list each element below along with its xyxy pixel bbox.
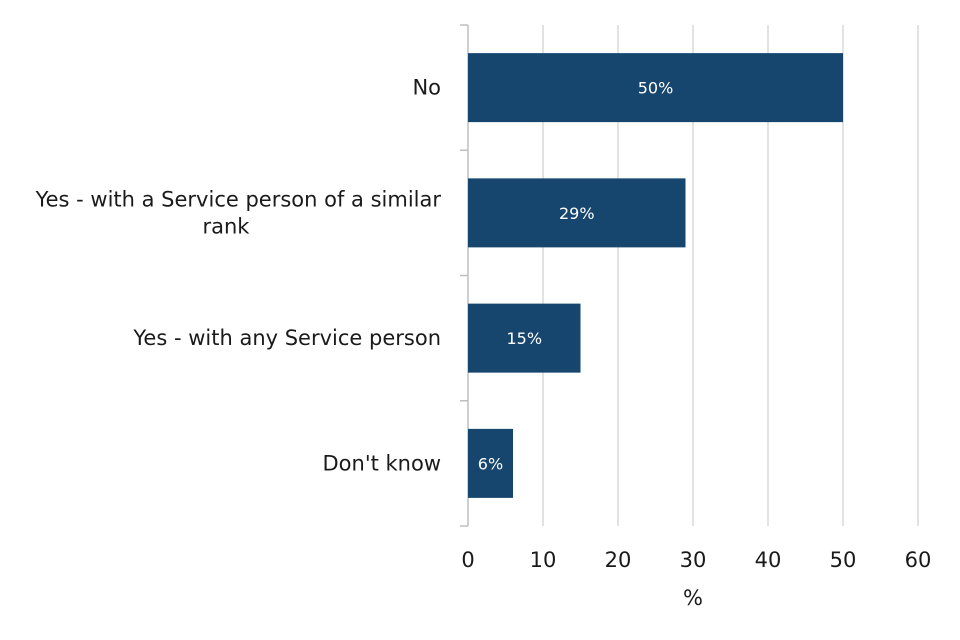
data-label-0: 50% bbox=[638, 79, 674, 98]
x-tick-label-10: 10 bbox=[530, 548, 557, 572]
category-axis bbox=[460, 24, 469, 527]
bar-2 bbox=[468, 303, 581, 373]
x-tick-label-0: 0 bbox=[461, 548, 474, 572]
bar-3 bbox=[468, 428, 513, 498]
x-tick-labels: 0 10 20 30 40 50 60 bbox=[461, 548, 931, 572]
category-label-2: Yes - with any Service person bbox=[132, 326, 441, 350]
x-tick-label-40: 40 bbox=[755, 548, 782, 572]
bars: 50% 29% 15% 6% bbox=[468, 53, 843, 498]
bar-1 bbox=[468, 178, 686, 248]
data-label-1: 29% bbox=[559, 204, 595, 223]
x-tick-label-60: 60 bbox=[905, 548, 932, 572]
x-tick-label-20: 20 bbox=[605, 548, 632, 572]
category-label-line: rank bbox=[203, 214, 251, 238]
category-label-line: Yes - with a Service person of a similar bbox=[35, 187, 442, 211]
category-label-line: Yes - with any Service person bbox=[132, 326, 441, 350]
x-tick-label-50: 50 bbox=[830, 548, 857, 572]
category-label-3: Don't know bbox=[322, 451, 441, 475]
category-labels: No Yes - with a Service person of a simil… bbox=[35, 76, 442, 476]
bar-0 bbox=[468, 53, 843, 123]
category-label-0: No bbox=[412, 76, 441, 100]
category-label-line: No bbox=[412, 76, 441, 100]
data-label-3: 6% bbox=[478, 454, 503, 473]
x-tick-label-30: 30 bbox=[680, 548, 707, 572]
data-label-2: 15% bbox=[506, 329, 542, 348]
category-label-line: Don't know bbox=[322, 451, 441, 475]
category-label-1: Yes - with a Service person of a similar… bbox=[35, 187, 442, 238]
x-axis-title: % bbox=[683, 586, 703, 610]
